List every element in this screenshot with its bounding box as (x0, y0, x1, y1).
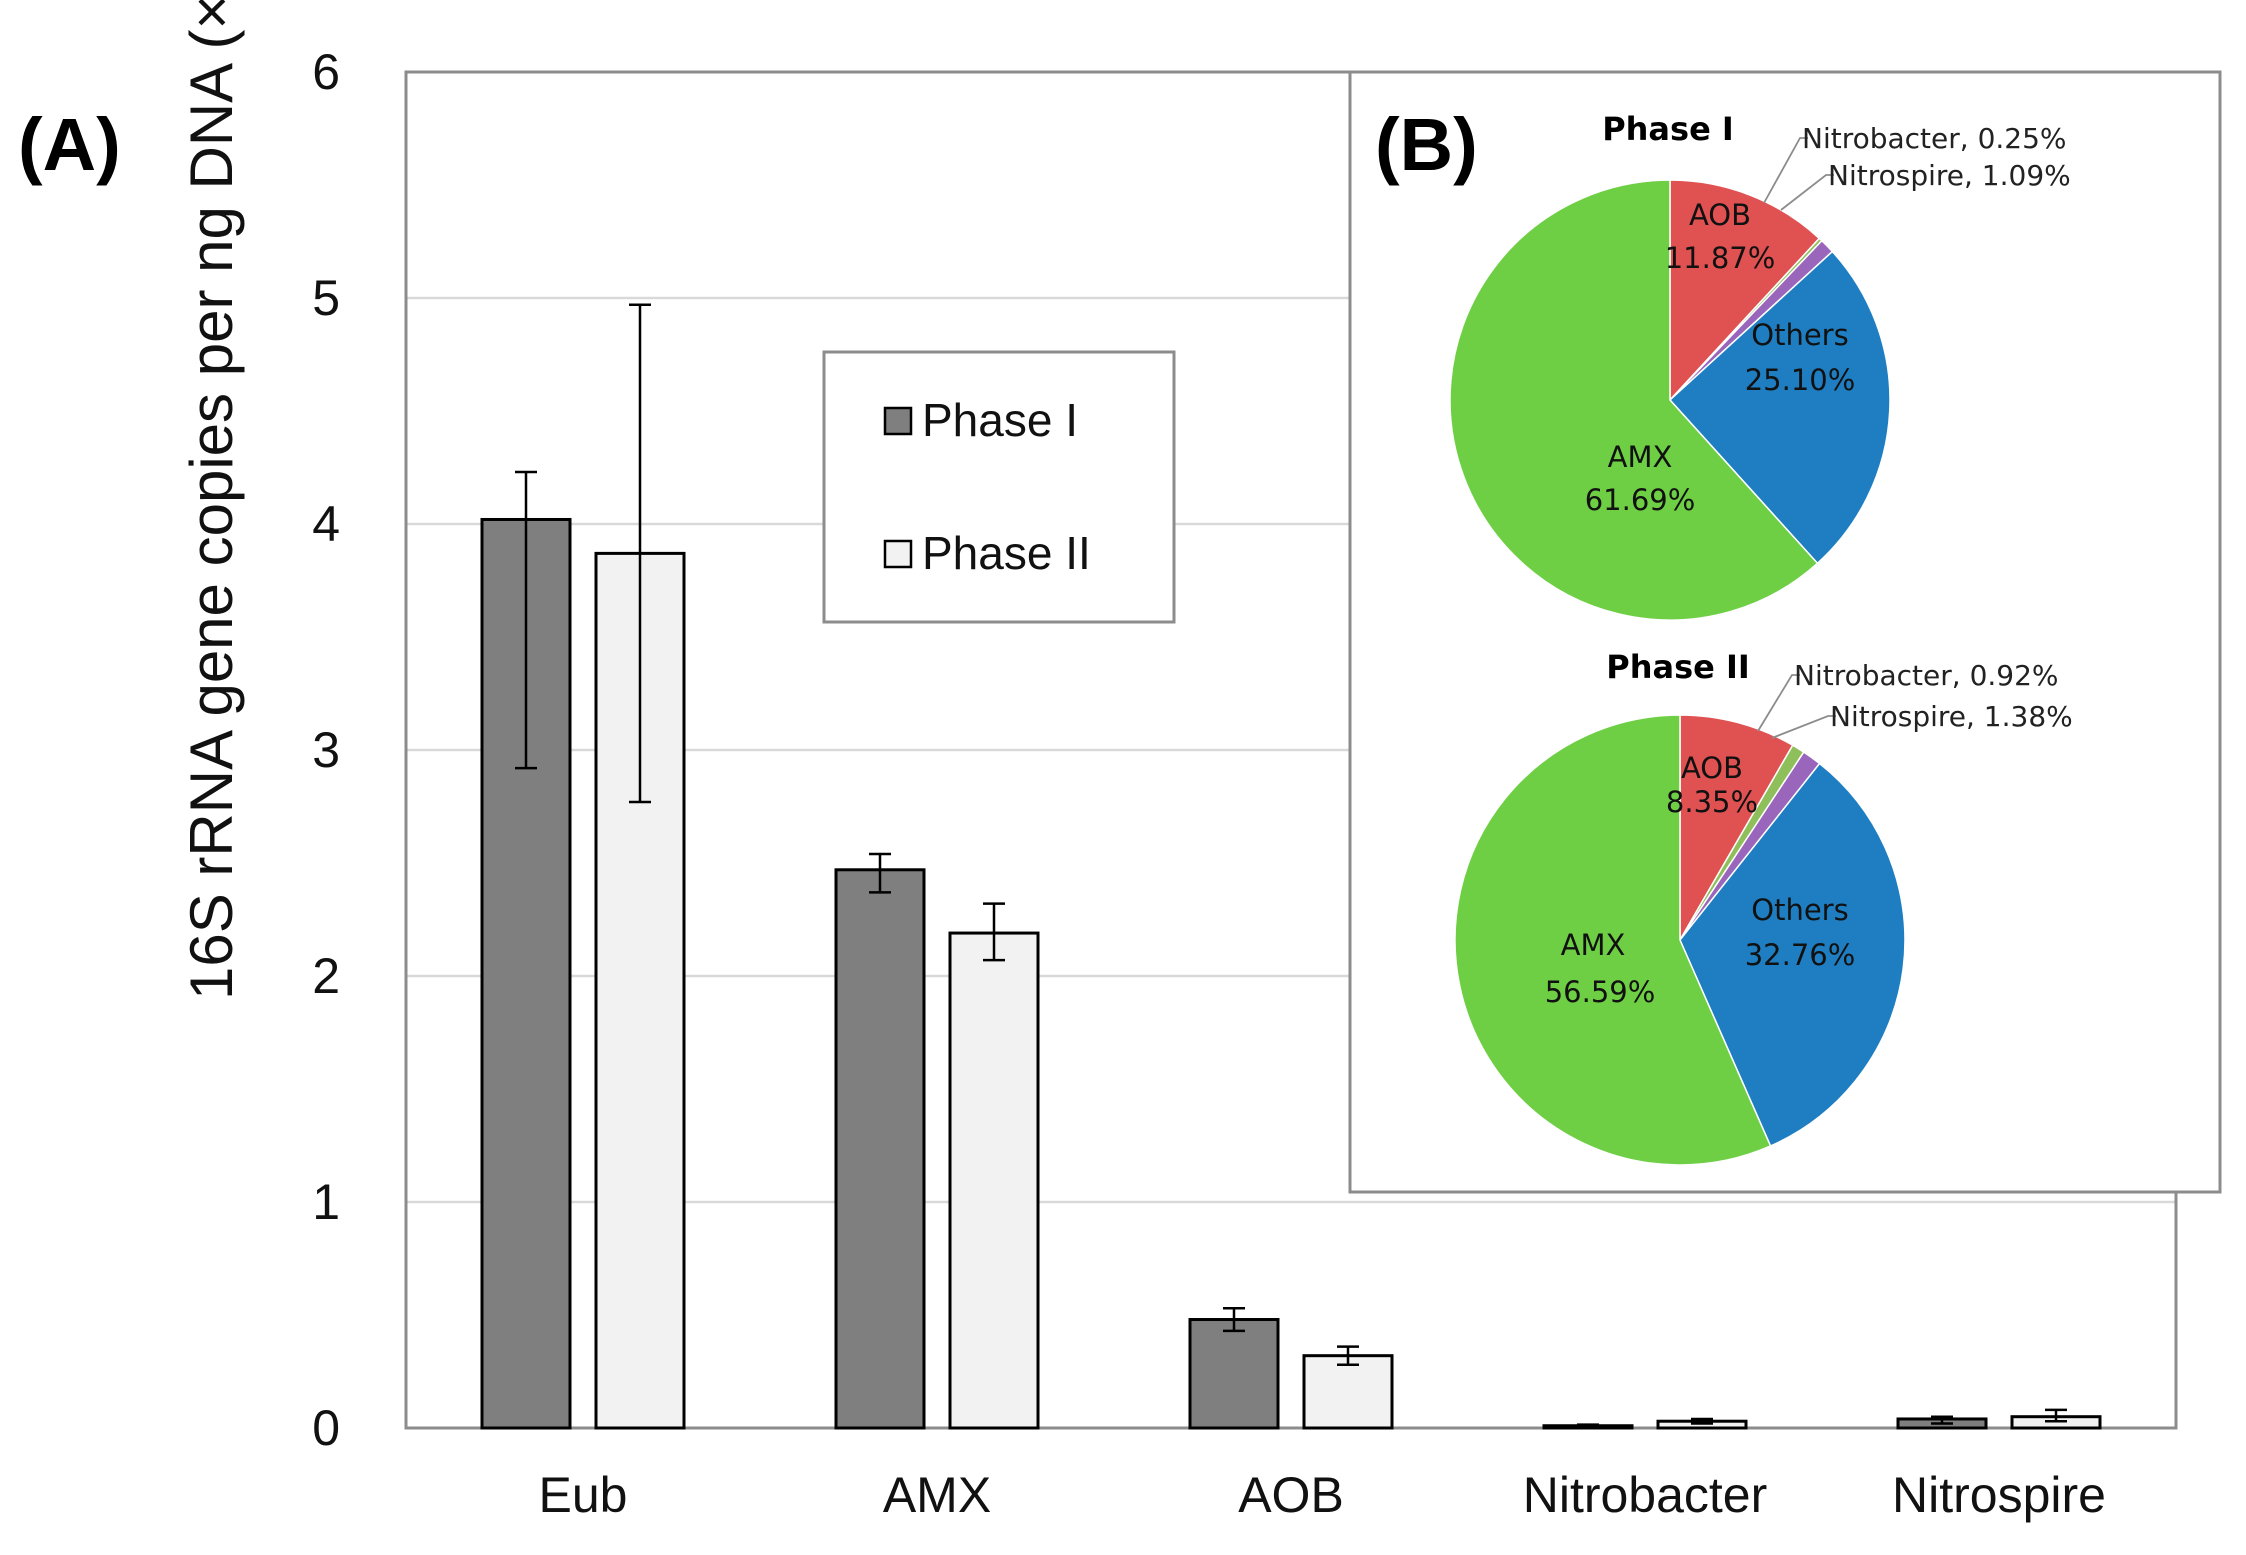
error-bar-phase-1-nitrobacter (1577, 1423, 1599, 1429)
bar-phase-1-amx (834, 868, 926, 1430)
y-tick-labels: 0 1 2 3 4 5 6 (312, 44, 340, 1456)
bar-series (480, 517, 2102, 1430)
bar-phase-2-eub (594, 551, 686, 1430)
pie-phase-1-title: Phase I (1602, 110, 1734, 148)
x-tick-labels: Eub AMX AOB Nitrobacter Nitrospire (539, 1467, 2106, 1523)
pie-slice-others (1668, 250, 1891, 565)
error-bars (515, 303, 2067, 1429)
y-tick-label: 2 (312, 948, 340, 1004)
pie-label-amx: AMX (1608, 440, 1673, 474)
callout-leader-nitrospire (1771, 715, 1836, 739)
callout-leader-nitrobacter (1763, 137, 1808, 204)
panel-b-label: (B) (1375, 103, 1478, 186)
pie-value-amx: 61.69% (1585, 483, 1696, 517)
legend-swatch-phase-2 (883, 539, 913, 569)
legend: Phase I Phase II (822, 350, 1176, 624)
x-tick-label: AMX (883, 1467, 991, 1523)
legend-swatch-phase-1 (883, 406, 913, 436)
pie-value-aob: 11.87% (1665, 241, 1776, 275)
y-tick-label: 4 (312, 496, 340, 552)
pie-slice-amx (1449, 179, 1819, 621)
pie-label-aob: AOB (1681, 751, 1743, 785)
pie-label-others: Others (1751, 318, 1848, 352)
y-tick-label: 3 (312, 722, 340, 778)
legend-label-phase-2: Phase II (922, 527, 1091, 579)
y-tick-label: 0 (312, 1400, 340, 1456)
error-bar-phase-2-aob (1337, 1345, 1359, 1366)
callout-label-nitrobacter: Nitrobacter, 0.25% (1802, 122, 2067, 155)
x-tick-label: Nitrospire (1892, 1467, 2106, 1523)
pie-slice-aob (1669, 179, 1821, 402)
error-bar-phase-1-amx (869, 852, 891, 894)
pie-phase-1: AOB 11.87% Nitrobacter, 0.25% Nitrospire, 1… (1449, 122, 2071, 621)
pie-value-others: 32.76% (1745, 938, 1856, 972)
pie-slice-aob (1679, 714, 1794, 943)
pie-phase-2-title: Phase II (1606, 648, 1750, 686)
pie-label-aob: AOB (1689, 198, 1751, 232)
y-tick-label: 6 (312, 44, 340, 100)
error-bar-phase-2-nitrobacter (1691, 1417, 1713, 1425)
y-axis-title-main: 16S rRNA gene copies per ng DNA (×10 (178, 0, 245, 1000)
pie-value-aob: 8.35% (1666, 785, 1758, 819)
error-bar-phase-1-nitrospire (1931, 1415, 1953, 1425)
bar-phase-2-amx (948, 931, 1040, 1430)
y-axis-title: 16S rRNA gene copies per ng DNA (×105) (177, 0, 245, 1000)
pie-value-others: 25.10% (1745, 363, 1856, 397)
callout-leader-nitrospire (1780, 174, 1834, 211)
y-tick-label: 5 (312, 270, 340, 326)
x-tick-label: AOB (1238, 1467, 1344, 1523)
legend-box (822, 350, 1176, 624)
error-bar-phase-2-amx (983, 902, 1005, 962)
callout-label-nitrobacter: Nitrobacter, 0.92% (1794, 659, 2059, 692)
error-bar-phase-1-eub (515, 470, 537, 770)
y-tick-label: 1 (312, 1174, 340, 1230)
error-bar-phase-2-nitrospire (2045, 1408, 2067, 1423)
pie-value-amx: 56.59% (1545, 975, 1656, 1009)
legend-label-phase-1: Phase I (922, 394, 1078, 446)
callout-label-nitrospire: Nitrospire, 1.09% (1828, 159, 2071, 192)
x-tick-label: Eub (539, 1467, 628, 1523)
pie-label-others: Others (1751, 893, 1848, 927)
callout-leader-nitrobacter (1757, 674, 1800, 732)
pie-slice-others (1679, 762, 1906, 1147)
panel-a-label: (A) (18, 103, 121, 186)
error-bar-phase-1-aob (1223, 1306, 1245, 1333)
error-bar-phase-2-eub (629, 303, 651, 804)
callout-label-nitrospire: Nitrospire, 1.38% (1830, 700, 2073, 733)
pie-slice-amx (1454, 714, 1772, 1166)
bar-phase-1-aob (1188, 1318, 1280, 1430)
bar-phase-2-aob (1302, 1354, 1394, 1430)
pie-label-amx: AMX (1561, 928, 1626, 962)
x-tick-label: Nitrobacter (1523, 1467, 1768, 1523)
